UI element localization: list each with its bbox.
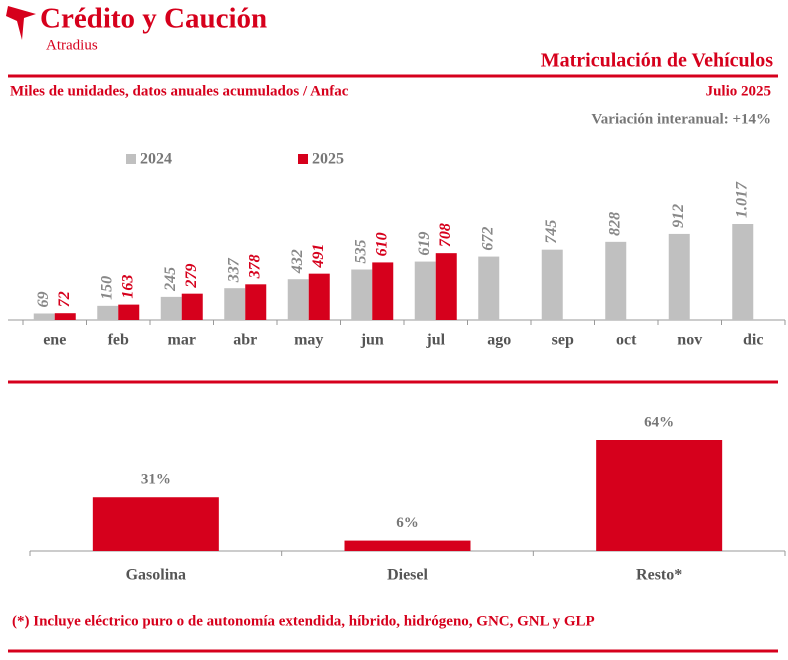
bar	[245, 284, 267, 320]
bar	[414, 261, 436, 320]
x-tick-label: oct	[616, 332, 637, 349]
x-tick-label: ene	[43, 332, 66, 349]
value-label: 745	[543, 220, 560, 244]
x-tick-label: sep	[552, 332, 574, 349]
value-label: 72	[56, 291, 73, 307]
x-tick-label: nov	[677, 332, 702, 349]
x-tick-label: dic	[743, 332, 763, 349]
title: Matriculación de Vehículos	[541, 50, 773, 72]
bar	[478, 256, 500, 320]
x-tick-label: jun	[360, 332, 384, 349]
value-label: 378	[246, 254, 263, 279]
value-label: 163	[119, 275, 136, 299]
bar	[605, 241, 627, 320]
bar	[33, 313, 55, 320]
value-label: 31%	[141, 472, 171, 488]
legend-label: 2024	[140, 151, 172, 168]
value-label: 69	[35, 291, 52, 307]
x-tick-label: Diesel	[387, 567, 428, 584]
x-tick-label: may	[294, 332, 323, 349]
value-label: 245	[162, 267, 179, 292]
bar	[160, 296, 182, 320]
bar	[181, 293, 203, 320]
value-label: 1.017	[733, 181, 750, 218]
logo-icon	[6, 6, 36, 40]
bar	[596, 440, 723, 551]
x-tick-label: mar	[168, 332, 196, 349]
value-label: 708	[437, 223, 454, 247]
bar	[732, 224, 754, 320]
date: Julio 2025	[706, 83, 771, 99]
bar	[287, 279, 309, 320]
bar	[372, 262, 394, 320]
legend-swatch	[126, 154, 136, 164]
value-label: 279	[183, 264, 200, 289]
bar	[344, 540, 471, 551]
footnote: (*) Incluye eléctrico puro o de autonomí…	[12, 613, 595, 629]
value-label: 6%	[396, 515, 419, 531]
value-label: 491	[310, 244, 327, 269]
value-label: 150	[98, 276, 115, 300]
bar	[118, 304, 140, 320]
x-tick-label: feb	[108, 332, 129, 349]
bar	[308, 273, 330, 320]
value-label: 64%	[644, 414, 674, 430]
bar	[97, 305, 119, 320]
x-tick-label: ago	[487, 332, 511, 349]
brand: Crédito y Caución	[40, 3, 267, 35]
value-label: 672	[479, 227, 496, 251]
x-tick-label: jul	[425, 332, 445, 349]
subtitle: Miles de unidades, datos anuales acumula…	[10, 83, 349, 99]
value-label: 535	[352, 239, 369, 263]
sub-brand: Atradius	[46, 37, 98, 53]
legend-swatch	[298, 154, 308, 164]
x-tick-label: Resto*	[636, 567, 682, 584]
bar	[541, 249, 563, 320]
value-label: 828	[606, 212, 623, 236]
note: Variación interanual: +14%	[591, 111, 771, 127]
bar	[351, 269, 373, 320]
bar	[668, 233, 690, 320]
x-tick-label: Gasolina	[126, 567, 186, 584]
value-label: 610	[373, 232, 390, 256]
value-label: 619	[416, 232, 433, 256]
value-label: 432	[289, 249, 306, 274]
bar	[435, 253, 457, 320]
bar	[224, 288, 246, 320]
value-label: 912	[670, 204, 687, 228]
legend-label: 2025	[312, 151, 344, 168]
bar	[92, 497, 219, 551]
value-label: 337	[225, 257, 242, 283]
x-tick-label: abr	[233, 332, 257, 349]
bar	[54, 313, 76, 320]
